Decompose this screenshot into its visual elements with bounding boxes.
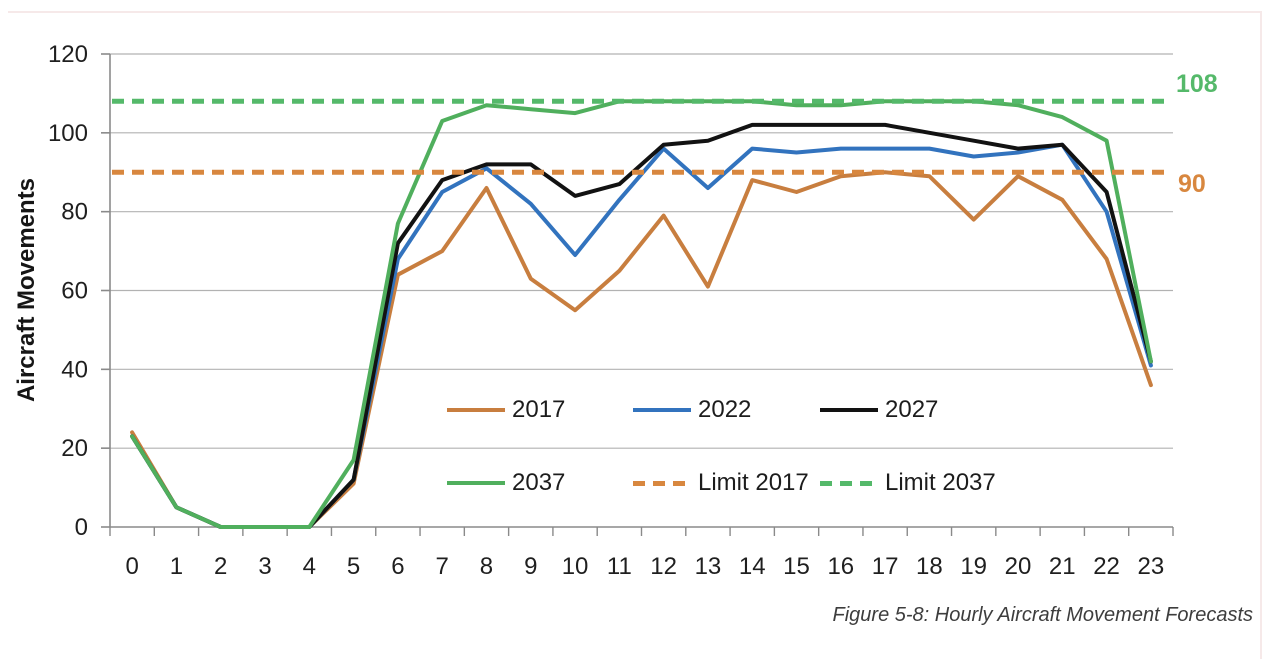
legend-line-swatch — [820, 408, 878, 412]
y-tick-label: 80 — [61, 199, 88, 226]
legend-item-2027: 2027 — [820, 396, 939, 423]
legend-line-swatch — [447, 481, 505, 485]
legend-label: Limit 2017 — [698, 469, 809, 496]
legend-label: 2037 — [512, 469, 566, 496]
x-tick-label: 1 — [170, 553, 183, 580]
x-tick-label: 18 — [916, 553, 943, 580]
figure-caption: Figure 5-8: Hourly Aircraft Movement For… — [832, 604, 1254, 626]
x-tick-label: 23 — [1138, 553, 1165, 580]
x-tick-label: 5 — [347, 553, 360, 580]
y-tick-label: 60 — [61, 278, 88, 305]
y-tick-label: 40 — [61, 356, 88, 383]
x-tick-label: 0 — [125, 553, 138, 580]
x-tick-label: 12 — [650, 553, 677, 580]
x-tick-label: 16 — [827, 553, 854, 580]
legend-line-swatch — [633, 408, 691, 412]
legend-item-2017: 2017 — [447, 396, 566, 423]
y-tick-label: 20 — [61, 435, 88, 462]
x-tick-label: 9 — [524, 553, 537, 580]
legend-label: Limit 2037 — [885, 469, 996, 496]
legend-item-2037: 2037 — [447, 469, 566, 496]
legend-item-limit-2017: Limit 2017 — [633, 469, 809, 496]
legend-label: 2017 — [512, 396, 566, 423]
legend-label: 2022 — [698, 396, 752, 423]
x-tick-label: 15 — [783, 553, 810, 580]
x-tick-label: 13 — [695, 553, 722, 580]
limit-2017-value-label: 90 — [1178, 170, 1206, 198]
x-tick-label: 14 — [739, 553, 766, 580]
y-tick-label: 120 — [48, 41, 88, 68]
x-tick-label: 7 — [436, 553, 449, 580]
x-tick-label: 17 — [872, 553, 899, 580]
legend-line-swatch — [447, 408, 505, 412]
y-tick-label: 100 — [48, 120, 88, 147]
y-tick-label: 0 — [75, 514, 88, 541]
legend-dashed-swatch — [633, 480, 691, 486]
x-tick-label: 21 — [1049, 553, 1076, 580]
x-tick-label: 22 — [1093, 553, 1120, 580]
x-tick-label: 19 — [960, 553, 987, 580]
x-tick-label: 10 — [562, 553, 589, 580]
x-tick-label: 11 — [607, 553, 632, 580]
x-tick-label: 8 — [480, 553, 493, 580]
legend-dashed-swatch — [820, 480, 878, 486]
x-tick-label: 4 — [303, 553, 316, 580]
x-tick-label: 20 — [1005, 553, 1032, 580]
limit-2037-value-label: 108 — [1176, 70, 1218, 98]
legend-item-2022: 2022 — [633, 396, 752, 423]
legend-label: 2027 — [885, 396, 939, 423]
y-axis-title: Aircraft Movements — [13, 177, 40, 403]
legend-item-limit-2037: Limit 2037 — [820, 469, 996, 496]
x-tick-label: 3 — [258, 553, 271, 580]
x-tick-label: 6 — [391, 553, 404, 580]
series-line-2027 — [130, 122, 1153, 529]
x-tick-label: 2 — [214, 553, 227, 580]
